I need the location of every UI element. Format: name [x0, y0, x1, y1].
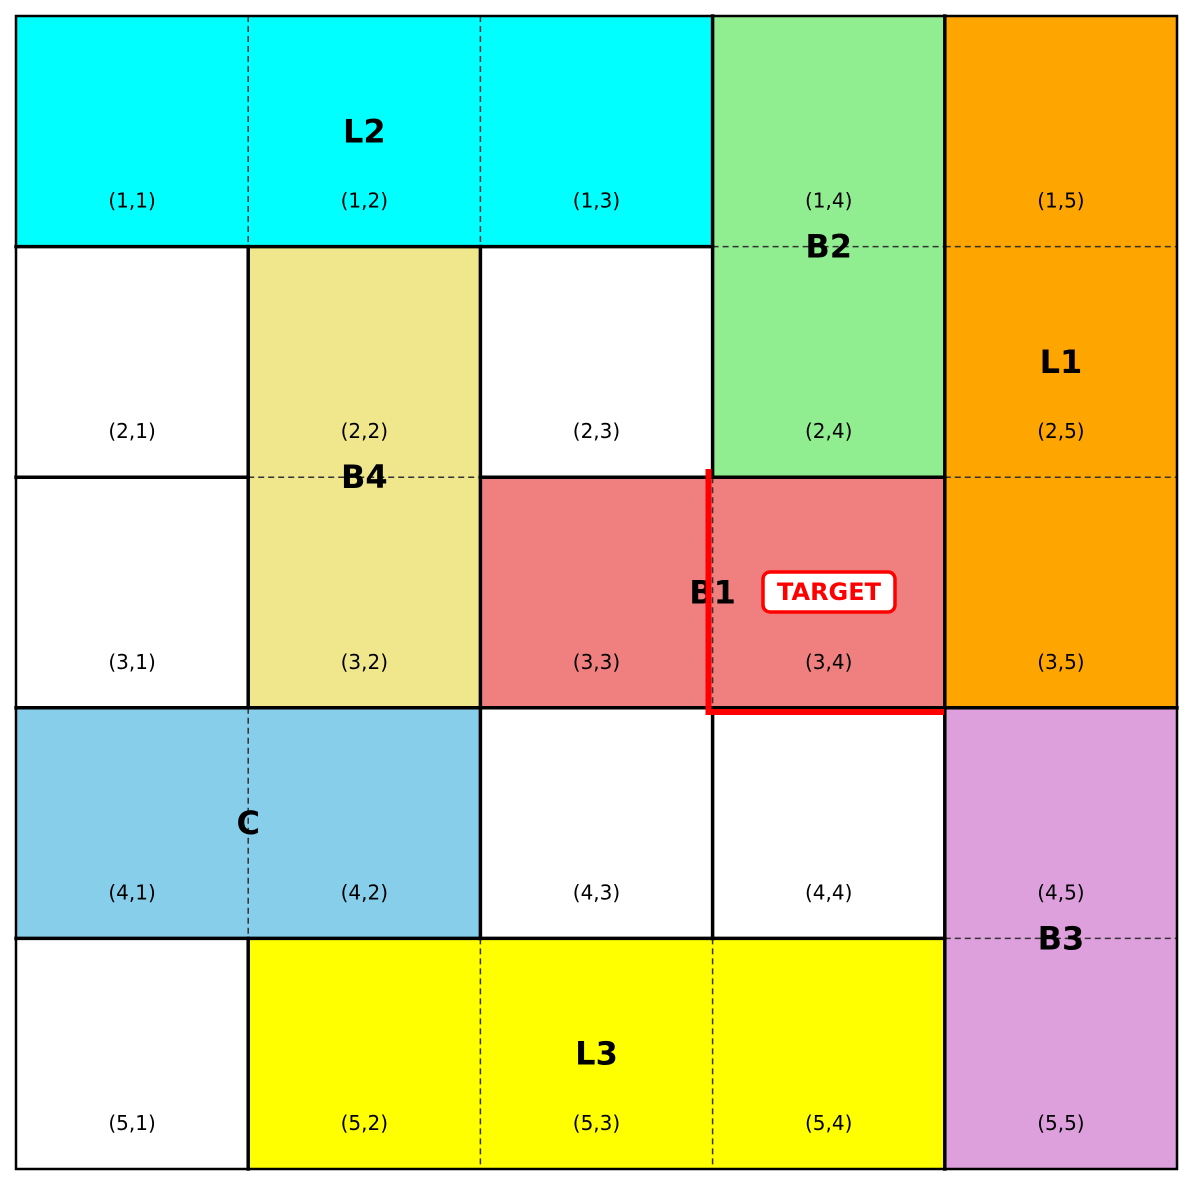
cell-label: (2,4) — [805, 419, 852, 443]
target-marker: TARGET — [761, 570, 897, 614]
cell-label: (3,3) — [573, 650, 620, 674]
cell-label: (3,1) — [108, 650, 155, 674]
cell-label: (2,1) — [108, 419, 155, 443]
cell-label: (5,5) — [1037, 1111, 1084, 1135]
cell-label: (5,3) — [573, 1111, 620, 1135]
piece-b1-label: B1 — [689, 574, 736, 612]
cell-label: (5,2) — [341, 1111, 388, 1135]
cell-label: (1,3) — [573, 189, 620, 213]
board-outline — [14, 14, 1179, 1171]
cell-label: (2,2) — [341, 419, 388, 443]
piece-l3-label: L3 — [575, 1035, 618, 1073]
target-highlight-edge — [705, 469, 944, 715]
piece-l1[interactable] — [944, 16, 1177, 708]
cell-label: (3,4) — [805, 650, 852, 674]
cell-label: (1,2) — [341, 189, 388, 213]
cell-label: (5,1) — [108, 1111, 155, 1135]
cell-label: (4,4) — [805, 880, 852, 904]
piece-b3-label: B3 — [1038, 919, 1085, 957]
target-label: TARGET — [777, 578, 882, 606]
cell-label: (1,1) — [108, 189, 155, 213]
cell-label: (5,4) — [805, 1111, 852, 1135]
piece-l3[interactable] — [248, 938, 945, 1169]
piece-l2-label: L2 — [343, 112, 386, 150]
piece-b2-label: B2 — [805, 228, 852, 266]
piece-b4-label: B4 — [341, 458, 388, 496]
cell-label: (4,3) — [573, 880, 620, 904]
target-badge — [761, 570, 897, 614]
cell-label: (4,2) — [341, 880, 388, 904]
piece-c-label: C — [236, 804, 259, 842]
piece-l2[interactable] — [16, 16, 713, 247]
cell-label: (2,5) — [1037, 419, 1084, 443]
cell-label: (3,2) — [341, 650, 388, 674]
cell-label: (1,4) — [805, 189, 852, 213]
cell-label: (4,1) — [108, 880, 155, 904]
cell-label: (2,3) — [573, 419, 620, 443]
cell-label: (1,5) — [1037, 189, 1084, 213]
piece-l1-label: L1 — [1040, 343, 1083, 381]
cell-label: (3,5) — [1037, 650, 1084, 674]
cell-label: (4,5) — [1037, 880, 1084, 904]
